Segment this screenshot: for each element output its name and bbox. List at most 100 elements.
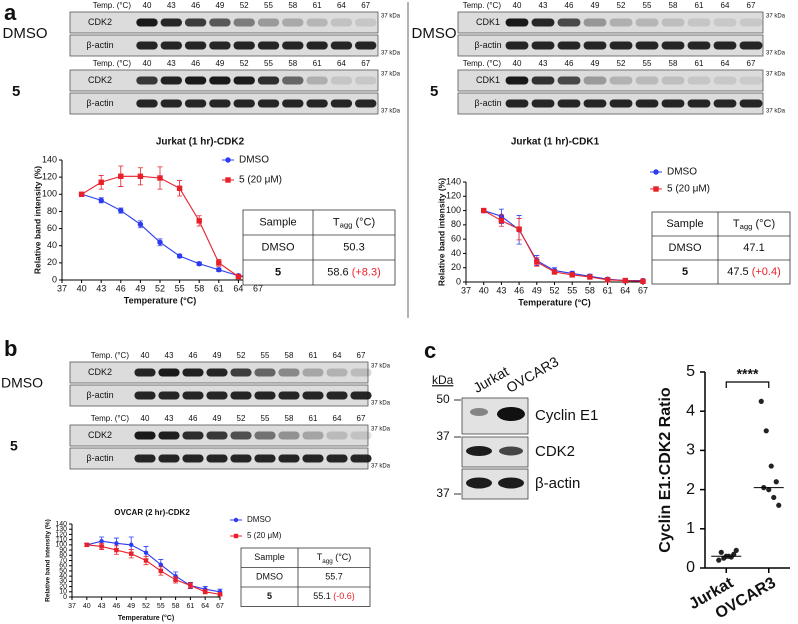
table-header: Sample xyxy=(259,216,296,228)
marker xyxy=(118,207,124,214)
y-tick-label: 80 xyxy=(59,552,67,559)
temp: 49 xyxy=(215,59,224,68)
y-tick-label: 100 xyxy=(55,542,67,549)
protein-label: CDK2 xyxy=(88,367,112,377)
temp: 46 xyxy=(189,351,198,360)
band xyxy=(635,76,659,85)
table-cell: 58.6 (+8.3) xyxy=(327,266,381,278)
temp: 40 xyxy=(141,351,150,360)
header-unit: (°C) xyxy=(333,552,352,562)
kda-label: 37 kDa xyxy=(371,427,391,433)
temp: 67 xyxy=(747,59,756,68)
band xyxy=(470,408,488,416)
band xyxy=(583,99,607,108)
band xyxy=(206,454,228,463)
protein-label: CDK2 xyxy=(88,75,112,85)
temp: 52 xyxy=(240,59,249,68)
y-tick-label: 100 xyxy=(446,205,461,215)
temp: 55 xyxy=(643,1,652,10)
x-tick-label: 55 xyxy=(567,285,577,295)
table-cell: 47.5 (+0.4) xyxy=(727,266,781,278)
kda-label: 37 kDa xyxy=(766,51,786,57)
band xyxy=(257,99,280,108)
band xyxy=(278,431,300,440)
band xyxy=(306,41,328,50)
y-tick-label: 70 xyxy=(59,557,67,564)
chart-title: Jurkat (1 hr)-CDK2 xyxy=(156,137,245,148)
significance-bracket xyxy=(725,381,770,388)
protein-label: β-actin xyxy=(86,40,113,50)
temp: 43 xyxy=(167,1,176,10)
marker xyxy=(157,239,163,245)
series-line xyxy=(86,540,221,593)
band xyxy=(350,391,372,400)
legend-marker xyxy=(225,157,231,163)
temp: 43 xyxy=(167,59,176,68)
table-cell: 55.1 (-0.6) xyxy=(313,591,355,601)
header-unit: (°C) xyxy=(352,216,375,228)
tagg-shift: (+0.4) xyxy=(752,266,781,278)
table-header: Sample xyxy=(666,218,703,230)
band xyxy=(583,76,607,85)
kda-label: 37 kDa xyxy=(381,51,401,57)
table-header: Tagg (°C) xyxy=(317,552,352,564)
legend-label: DMSO xyxy=(247,515,271,524)
band xyxy=(687,41,711,50)
table-header: Tagg (°C) xyxy=(733,218,775,231)
marker xyxy=(114,547,119,553)
condition-label: DMSO xyxy=(1,375,43,391)
marker xyxy=(84,542,89,548)
y-tick-label: 40 xyxy=(451,248,461,258)
kda-label: 37 kDa xyxy=(766,109,786,115)
band xyxy=(184,76,207,85)
y-tick-label: 3 xyxy=(686,442,695,459)
marker xyxy=(98,179,104,185)
tagg-value: 50.3 xyxy=(343,241,364,253)
y-tick-label: 80 xyxy=(47,206,57,216)
x-axis-title: Temperature (°C) xyxy=(124,295,196,305)
band xyxy=(350,454,372,463)
band xyxy=(505,76,529,85)
band xyxy=(499,446,523,456)
y-tick-label: 60 xyxy=(47,223,57,233)
marker xyxy=(176,185,183,191)
tagg-shift: (+8.3) xyxy=(352,266,381,278)
band xyxy=(230,391,252,400)
point xyxy=(771,494,777,501)
band xyxy=(158,431,180,440)
point xyxy=(773,479,779,485)
band xyxy=(531,99,555,108)
marker xyxy=(158,562,163,567)
band xyxy=(233,41,255,50)
y-tick-label: 50 xyxy=(59,568,67,575)
x-tick-label: 43 xyxy=(98,603,106,610)
x-tick-label: 43 xyxy=(96,283,106,293)
condition-label: 5 xyxy=(12,83,20,100)
x-tick-label: 52 xyxy=(155,283,165,293)
y-axis-title: Relative band intensity (%) xyxy=(45,519,52,602)
y-tick-label: 5 xyxy=(686,363,695,380)
x-tick-label: 37 xyxy=(461,285,471,295)
table-cell: 5 xyxy=(267,591,272,601)
marker xyxy=(114,541,119,546)
marker xyxy=(551,269,558,275)
y-tick-label: 140 xyxy=(55,521,67,528)
x-tick-label: 61 xyxy=(187,603,195,610)
temp-label: Temp. (°C) xyxy=(463,59,502,68)
kda-label: 37 kDa xyxy=(381,72,401,78)
temp: 61 xyxy=(309,414,318,423)
marker xyxy=(129,551,134,556)
band xyxy=(557,18,581,27)
band xyxy=(302,431,324,440)
band xyxy=(531,18,555,27)
y-tick-label: 40 xyxy=(47,240,57,250)
band xyxy=(661,99,685,108)
band xyxy=(661,76,685,85)
band xyxy=(302,454,324,463)
marker xyxy=(587,274,593,280)
marker xyxy=(516,226,522,232)
x-tick-label: 64 xyxy=(620,285,630,295)
temp: 46 xyxy=(565,1,574,10)
temp: 64 xyxy=(337,1,346,10)
protein-label: β-actin xyxy=(86,98,113,108)
